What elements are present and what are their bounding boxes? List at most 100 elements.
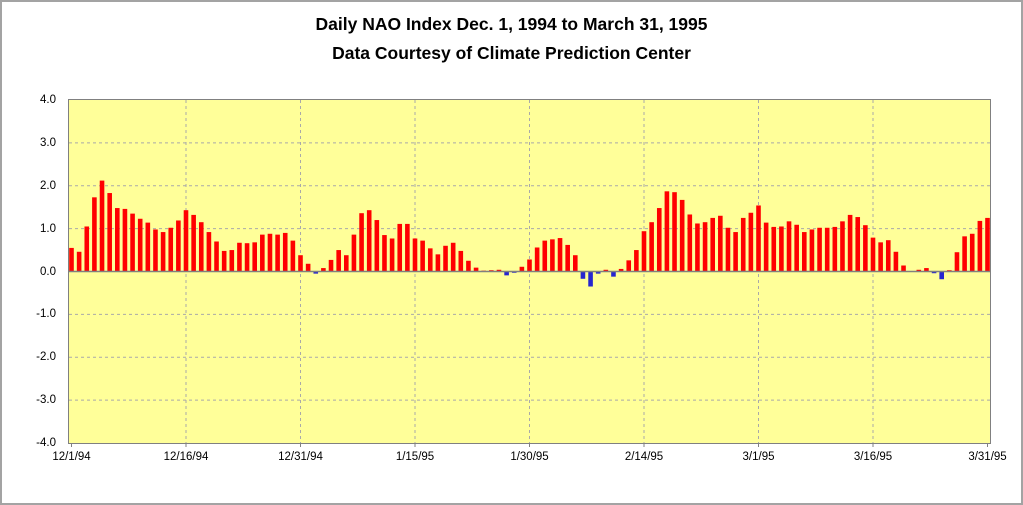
x-tick-label: 1/30/95 — [510, 451, 549, 463]
nao-bar — [924, 268, 929, 272]
nao-bar — [527, 259, 532, 272]
chart-subtitle: Data Courtesy of Climate Prediction Cent… — [332, 43, 691, 63]
nao-bar — [145, 222, 151, 272]
nao-bar — [275, 234, 280, 272]
nao-bar — [130, 213, 135, 272]
nao-bar — [153, 229, 158, 272]
nao-bar — [779, 226, 784, 272]
nao-bar — [229, 250, 235, 272]
nao-bar — [244, 243, 250, 272]
nao-bar — [412, 238, 418, 272]
nao-bar — [252, 242, 257, 272]
y-tick-label: -1.0 — [36, 308, 56, 321]
x-tick-label: 3/1/95 — [742, 451, 775, 463]
x-tick-label: 12/31/94 — [278, 451, 323, 463]
nao-bar — [160, 232, 166, 272]
nao-bar — [794, 224, 799, 272]
y-tick-label: -2.0 — [36, 351, 56, 364]
nao-bar — [840, 221, 845, 272]
nao-bar — [618, 268, 624, 272]
nao-bar — [771, 226, 777, 272]
nao-bar — [656, 208, 662, 272]
nao-bar — [832, 226, 838, 272]
nao-bar — [206, 232, 212, 272]
nao-bar — [191, 214, 196, 272]
nao-bar — [595, 271, 601, 274]
nao-bar — [76, 251, 82, 272]
nao-bar — [321, 268, 326, 272]
nao-bar — [695, 223, 700, 272]
nao-bar — [267, 233, 273, 272]
nao-bar — [962, 236, 967, 272]
nao-bar — [557, 238, 563, 272]
nao-bar — [939, 271, 944, 280]
nao-bar — [641, 231, 647, 272]
nao-bar — [634, 250, 639, 272]
nao-bar — [664, 191, 670, 272]
nao-bar — [985, 217, 990, 272]
nao-bar — [473, 267, 479, 272]
nao-bar — [763, 222, 769, 272]
nao-bar — [405, 223, 410, 272]
x-tick-label: 3/16/95 — [853, 451, 893, 463]
nao-bar — [328, 259, 334, 272]
plot-area — [68, 99, 991, 447]
nao-bar — [954, 252, 960, 272]
nao-bar — [611, 271, 616, 277]
x-tick-label: 12/1/94 — [52, 451, 91, 463]
nao-bar — [817, 227, 822, 272]
nao-bar — [221, 250, 227, 272]
nao-bar — [92, 197, 97, 272]
nao-bar — [336, 250, 341, 272]
chart-title: Daily NAO Index Dec. 1, 1994 to March 31… — [315, 14, 708, 34]
nao-bar — [870, 237, 876, 272]
nao-bar — [137, 218, 143, 272]
nao-bar — [740, 217, 746, 272]
nao-bar — [824, 227, 830, 272]
nao-bar — [344, 255, 349, 272]
nao-bar — [550, 239, 555, 272]
nao-bar — [786, 221, 792, 272]
y-tick-label: 3.0 — [40, 136, 56, 149]
y-tick-label: -3.0 — [36, 394, 56, 407]
nao-bar — [443, 245, 448, 272]
nao-bar — [458, 250, 464, 272]
nao-bar — [359, 213, 364, 272]
nao-bar — [893, 251, 899, 272]
nao-bar — [672, 192, 677, 272]
nao-bar — [687, 214, 693, 272]
nao-bar — [718, 215, 723, 272]
y-tick-label: 2.0 — [40, 179, 56, 192]
nao-bar — [450, 242, 456, 272]
nao-bar — [176, 220, 181, 272]
nao-bar — [466, 260, 471, 272]
nao-bar — [534, 247, 540, 272]
nao-bar — [916, 269, 922, 272]
nao-bar — [366, 210, 372, 272]
y-tick-label: -4.0 — [36, 437, 56, 449]
nao-bar — [382, 235, 387, 272]
nao-bar — [809, 229, 815, 272]
nao-bar — [725, 227, 731, 272]
nao-bar — [214, 241, 219, 272]
nao-bar — [885, 240, 891, 272]
y-tick-label: 4.0 — [40, 94, 56, 106]
x-tick-label: 1/15/95 — [395, 451, 435, 463]
nao-bar — [626, 260, 632, 272]
nao-bar — [389, 238, 395, 272]
nao-bar — [168, 227, 174, 272]
nao-bar — [573, 255, 578, 272]
nao-bar — [351, 234, 357, 272]
nao-bar — [588, 271, 593, 287]
nao-bar — [649, 222, 654, 272]
nao-bar — [107, 193, 112, 272]
nao-bar — [374, 220, 380, 272]
nao-bar — [802, 232, 807, 272]
nao-bar — [565, 244, 570, 272]
nao-bar — [603, 269, 609, 272]
nao-bar — [878, 242, 883, 272]
nao-bar — [427, 248, 433, 272]
nao-bar — [847, 214, 853, 272]
nao-bar — [313, 271, 319, 274]
nao-bar — [183, 210, 189, 272]
